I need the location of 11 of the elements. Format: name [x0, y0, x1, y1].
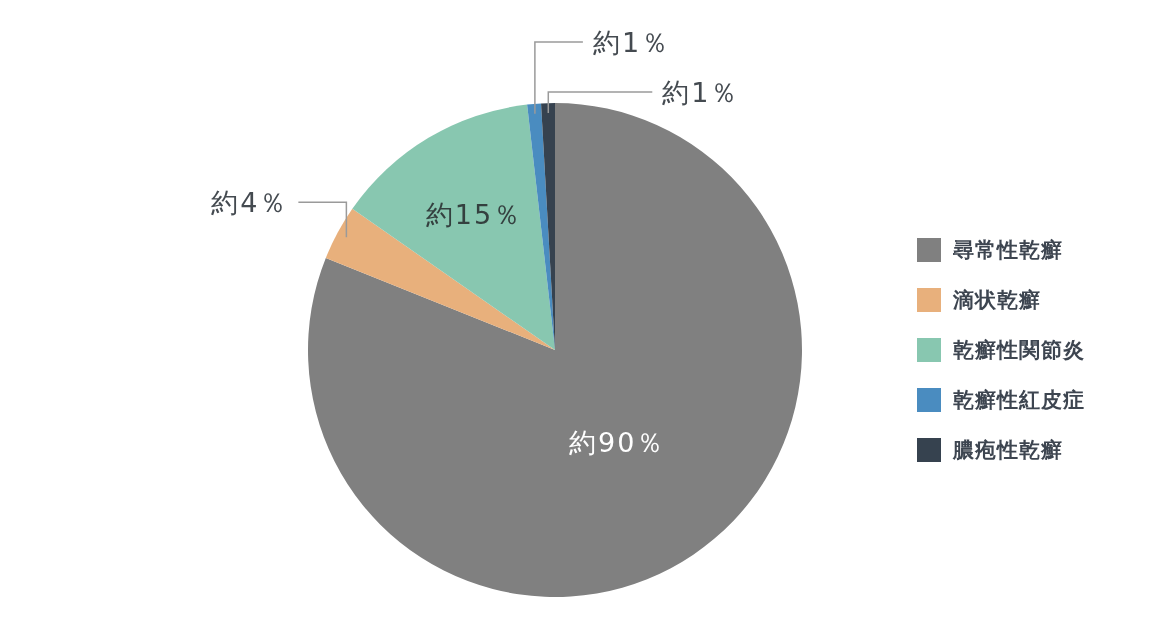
data-label: 約4％ [211, 186, 289, 218]
data-label: 約1％ [662, 76, 740, 108]
data-label: 約90％ [569, 426, 666, 458]
legend-label: 膿疱性乾癬 [952, 438, 1063, 462]
legend-label: 尋常性乾癬 [952, 238, 1063, 262]
data-label: 約1％ [592, 26, 671, 58]
data-label: 約15％ [425, 198, 523, 230]
legend-label: 滴状乾癬 [952, 288, 1041, 312]
pie-slice [352, 104, 555, 350]
legend-label: 乾癬性紅皮症 [953, 388, 1085, 412]
legend-label: 乾癬性関節炎 [953, 338, 1085, 362]
